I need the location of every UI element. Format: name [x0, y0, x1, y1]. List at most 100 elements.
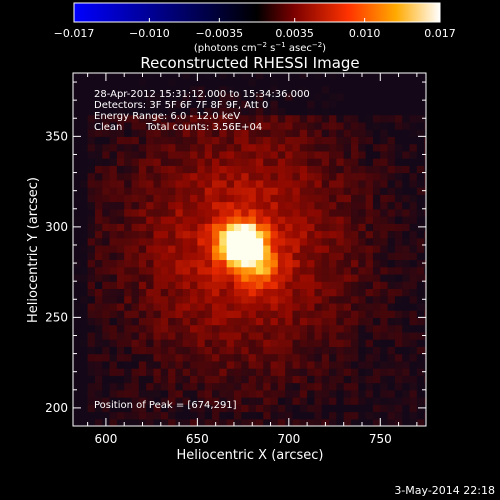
heatmap-cell [87, 85, 96, 94]
heatmap-cell [248, 114, 257, 123]
heatmap-cell [380, 302, 389, 311]
heatmap-cell [351, 324, 359, 333]
heatmap-cell [372, 302, 381, 311]
heatmap-cell [263, 179, 272, 188]
heatmap-cell [314, 107, 323, 116]
heatmap-cell [80, 165, 89, 174]
heatmap-cell [197, 353, 206, 362]
heatmap-cell [73, 281, 81, 290]
heatmap-cell [182, 136, 191, 145]
heatmap-cell [351, 295, 359, 304]
heatmap-cell [87, 411, 96, 420]
heatmap-cell [358, 346, 367, 355]
heatmap-cell [270, 143, 279, 152]
heatmap-cell [241, 418, 250, 426]
heatmap-cell [102, 172, 111, 181]
heatmap-cell [73, 158, 81, 166]
heatmap-cell [146, 78, 155, 87]
heatmap-cell [102, 375, 111, 384]
heatmap-cell [160, 230, 169, 239]
heatmap-cell [336, 266, 345, 275]
heatmap-cell [226, 346, 235, 355]
heatmap-cell [394, 266, 403, 275]
heatmap-cell [372, 237, 381, 246]
heatmap-cell [73, 230, 81, 239]
heatmap-cell [329, 92, 337, 101]
heatmap-cell [80, 331, 89, 340]
heatmap-cell [73, 172, 81, 181]
heatmap-cell [270, 187, 279, 195]
heatmap-cell [153, 382, 162, 391]
heatmap-cell [314, 273, 323, 282]
heatmap-cell [336, 158, 345, 166]
heatmap-cell [212, 150, 220, 159]
heatmap-cell [409, 404, 418, 413]
heatmap-cell [380, 78, 389, 87]
heatmap-cell [321, 252, 330, 261]
heatmap-cell [416, 237, 425, 246]
heatmap-cell [182, 114, 191, 123]
heatmap-cell [402, 208, 411, 217]
heatmap-cell [226, 382, 235, 391]
heatmap-cell [255, 85, 264, 94]
heatmap-cell [307, 418, 316, 426]
heatmap-cell [380, 418, 389, 426]
heatmap-cell [358, 244, 367, 253]
heatmap-cell [109, 259, 118, 268]
heatmap-cell [336, 252, 345, 261]
heatmap-cell [336, 404, 345, 413]
heatmap-cell [336, 165, 345, 174]
heatmap-cell [175, 382, 184, 391]
heatmap-cell [124, 143, 133, 152]
heatmap-cell [190, 368, 198, 376]
heatmap-cell [241, 346, 250, 355]
heatmap-cell [372, 230, 381, 239]
heatmap-cell [197, 158, 206, 166]
heatmap-cell [424, 143, 426, 152]
heatmap-cell [285, 389, 294, 398]
heatmap-cell [109, 201, 118, 210]
heatmap-cell [182, 368, 191, 376]
heatmap-cell [182, 375, 191, 384]
heatmap-cell [285, 172, 294, 181]
heatmap-cell [102, 107, 111, 116]
heatmap-cell [416, 114, 425, 123]
heatmap-cell [204, 252, 213, 261]
heatmap-cell [73, 360, 81, 369]
heatmap-cell [321, 266, 330, 275]
heatmap-cell [138, 324, 147, 333]
heatmap-cell [343, 216, 352, 224]
heatmap-cell [277, 136, 286, 145]
heatmap-cell [372, 266, 381, 275]
heatmap-cell [343, 266, 352, 275]
heatmap-cell [394, 331, 403, 340]
heatmap-cell [80, 302, 89, 311]
heatmap-cell [160, 216, 169, 224]
heatmap-cell [270, 302, 279, 311]
heatmap-cell [409, 295, 418, 304]
heatmap-cell [402, 382, 411, 391]
heatmap-cell [175, 281, 184, 290]
heatmap-cell [138, 172, 147, 181]
heatmap-cell [212, 259, 220, 268]
heatmap-cell [87, 360, 96, 369]
heatmap-cell [255, 187, 264, 195]
heatmap-cell [321, 107, 330, 116]
heatmap-cell [409, 252, 418, 261]
heatmap-cell [160, 150, 169, 159]
heatmap-cell [343, 375, 352, 384]
heatmap-cell [182, 346, 191, 355]
heatmap-cell [219, 266, 228, 275]
heatmap-cell [131, 150, 140, 159]
heatmap-cell [241, 353, 250, 362]
heatmap-cell [365, 216, 374, 224]
heatmap-cell [299, 208, 308, 217]
heatmap-cell [233, 179, 242, 188]
heatmap-cell [409, 223, 418, 232]
heatmap-cell [197, 397, 206, 405]
heatmap-cell [277, 194, 286, 203]
heatmap-cell [292, 295, 301, 304]
heatmap-cell [204, 208, 213, 217]
heatmap-cell [226, 114, 235, 123]
heatmap-cell [87, 324, 96, 333]
